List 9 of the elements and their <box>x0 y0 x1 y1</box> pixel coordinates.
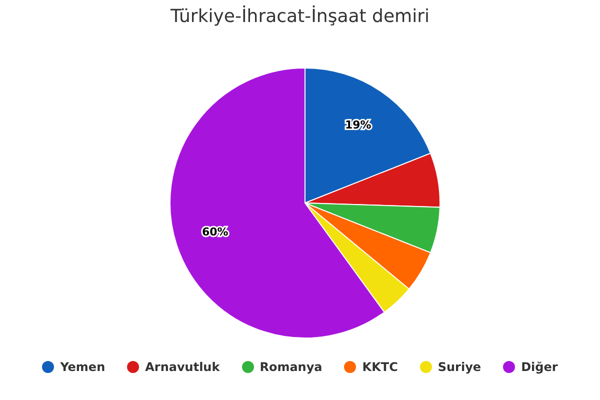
legend-label: Yemen <box>60 360 106 374</box>
legend-label: Suriye <box>438 360 482 374</box>
data-label: 60% <box>202 226 228 239</box>
legend-label: KKTC <box>362 360 398 374</box>
chart-title: Türkiye-İhracat-İnşaat demiri <box>170 6 430 27</box>
legend-label: Arnavutluk <box>145 360 220 374</box>
legend-label: Romanya <box>260 360 322 374</box>
data-label: 19% <box>344 118 372 132</box>
legend-label: Diğer <box>521 360 558 374</box>
